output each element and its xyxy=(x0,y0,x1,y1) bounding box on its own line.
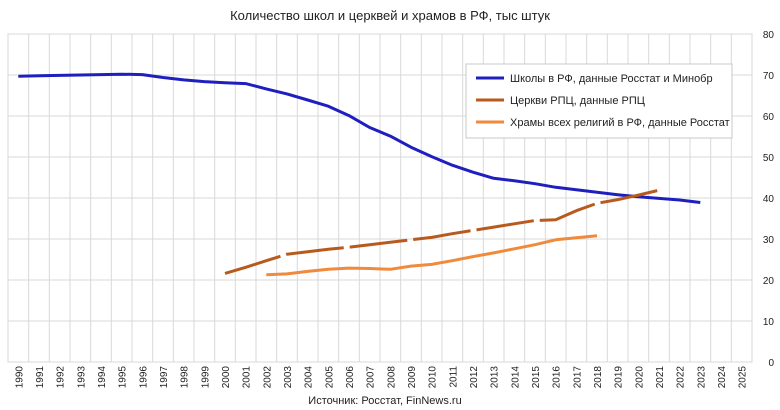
x-tick-label: 2016 xyxy=(552,366,563,389)
x-tick-label: 2002 xyxy=(262,366,273,389)
x-tick-label: 2009 xyxy=(407,366,418,389)
x-tick-label: 2025 xyxy=(738,366,749,389)
series-layer xyxy=(18,72,701,277)
x-tick-label: 2021 xyxy=(655,366,666,389)
y-tick-label: 50 xyxy=(763,153,775,164)
y-tick-label: 10 xyxy=(763,317,775,328)
x-tick-label: 1993 xyxy=(76,366,87,389)
x-tick-label: 2015 xyxy=(531,366,542,389)
x-tick-label: 1994 xyxy=(97,366,108,389)
x-tick-label: 2023 xyxy=(696,366,707,389)
x-tick-label: 1996 xyxy=(138,366,149,389)
x-tick-label: 2017 xyxy=(572,366,583,389)
series-line-1 xyxy=(18,72,701,204)
x-tick-label: 1997 xyxy=(159,366,170,389)
x-tick-label: 2006 xyxy=(345,366,356,389)
legend-label: Церкви РПЦ, данные РПЦ xyxy=(510,95,645,107)
x-tick-label: 2012 xyxy=(469,366,480,389)
chart-source: Источник: Росстат, FinNews.ru xyxy=(308,395,461,407)
x-tick-label: 2008 xyxy=(386,366,397,389)
y-tick-label: 0 xyxy=(768,358,774,369)
series-line-3 xyxy=(266,234,598,277)
x-tick-label: 2018 xyxy=(593,366,604,389)
x-axis-ticks: 1990 1991 1992 1993 1994 1995 1996 1997 1998 1999… xyxy=(14,366,748,389)
x-tick-label: 2024 xyxy=(717,366,728,389)
y-tick-label: 60 xyxy=(763,112,775,123)
y-tick-label: 30 xyxy=(763,235,775,246)
x-tick-label: 1991 xyxy=(35,366,46,389)
x-tick-label: 2020 xyxy=(634,366,645,389)
x-tick-label: 2011 xyxy=(448,366,459,388)
x-tick-label: 2005 xyxy=(324,366,335,389)
y-axis-ticks: 0 10 20 30 40 50 60 70 80 xyxy=(763,30,775,369)
x-tick-label: 1995 xyxy=(118,366,129,389)
x-tick-label: 2007 xyxy=(366,366,377,389)
x-tick-label: 1990 xyxy=(14,366,25,389)
legend-box xyxy=(465,63,733,139)
x-tick-label: 2010 xyxy=(428,366,439,389)
x-tick-label: 2003 xyxy=(283,366,294,389)
x-tick-label: 2004 xyxy=(304,366,315,389)
legend-label: Школы в РФ, данные Росстат и Минобр xyxy=(510,73,713,85)
legend: Школы в РФ, данные Росстат и Минобр Церкв… xyxy=(465,63,733,139)
chart-grid xyxy=(7,33,753,363)
x-tick-label: 2022 xyxy=(676,366,687,389)
y-tick-label: 80 xyxy=(763,30,775,41)
x-tick-label: 2019 xyxy=(614,366,625,389)
x-tick-label: 2013 xyxy=(490,366,501,389)
x-tick-label: 2014 xyxy=(510,366,521,389)
series-line-2 xyxy=(224,188,660,275)
y-tick-label: 20 xyxy=(763,276,775,287)
x-tick-label: 1999 xyxy=(200,366,211,389)
x-tick-label: 2000 xyxy=(221,366,232,389)
y-tick-label: 40 xyxy=(763,194,775,205)
legend-label: Храмы всех религий в РФ, данные Росстат xyxy=(510,117,730,129)
x-tick-label: 2001 xyxy=(242,366,253,389)
y-tick-label: 70 xyxy=(763,71,775,82)
chart-title: Количество школ и церквей и храмов в РФ,… xyxy=(230,8,550,23)
x-tick-label: 1992 xyxy=(56,366,67,389)
x-tick-label: 1998 xyxy=(180,366,191,389)
